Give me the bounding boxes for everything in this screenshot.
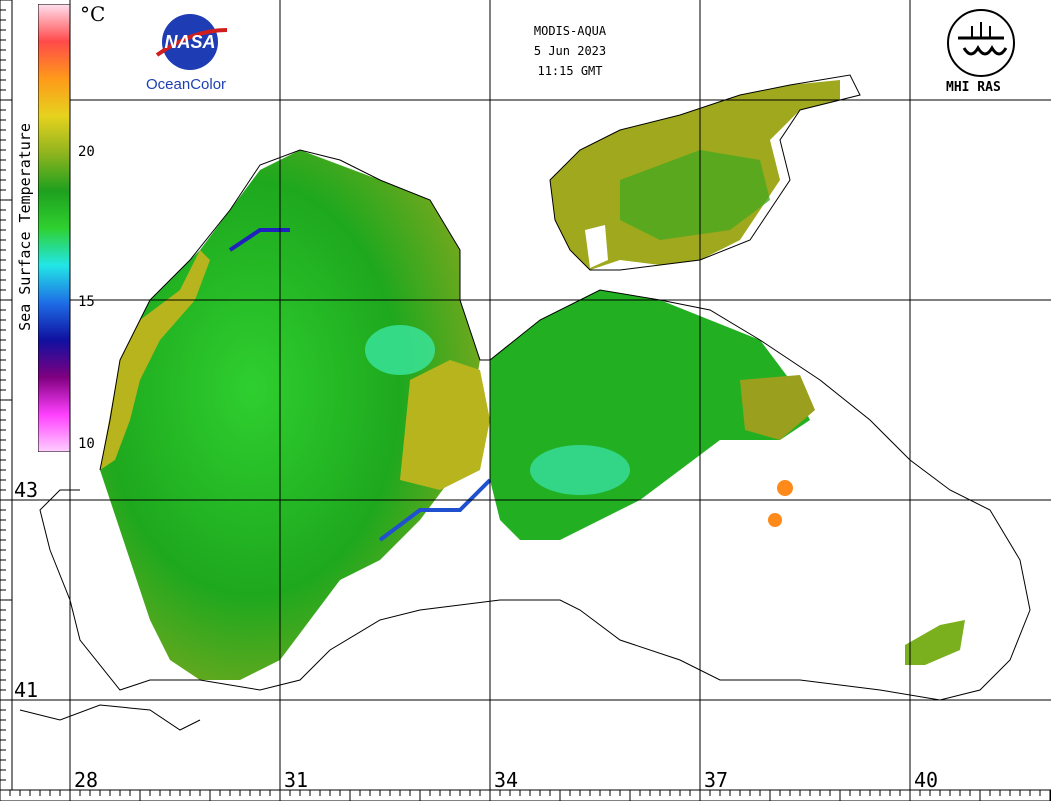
colorbar-title: Sea Surface Temperature: [16, 123, 34, 331]
mhi-logo: [947, 9, 1015, 77]
sst-cyan-eddy: [365, 325, 435, 375]
oceancolor-label: OceanColor: [146, 76, 227, 93]
colorbar-tick-20: 20: [78, 144, 95, 160]
sst-orange-spot-2: [768, 513, 782, 527]
lat-label-43: 43: [14, 478, 39, 502]
colorbar-tick-10: 10: [78, 436, 95, 452]
sensor-label: MODIS-AQUA: [533, 24, 607, 38]
colorbar: [38, 4, 70, 452]
colorbar-tick-15: 15: [78, 294, 95, 310]
sst-cyan-east: [530, 445, 630, 495]
nasa-logo-text: NASA: [164, 32, 215, 52]
lat-label-41: 41: [14, 678, 39, 702]
sst-orange-spot: [777, 480, 793, 496]
lon-label-40: 40: [914, 768, 939, 792]
time-label: 11:15 GMT: [537, 64, 603, 78]
azov-cloud: [585, 225, 608, 268]
nasa-logo: NASA: [155, 14, 228, 70]
sst-coast-strip: [100, 250, 210, 470]
azov-coastline: [549, 74, 861, 271]
lon-label-37: 37: [704, 768, 729, 792]
sst-warm-patch: [400, 360, 490, 490]
bosphorus-coast: [19, 704, 201, 731]
sst-se-patch: [905, 620, 965, 665]
sst-blue-streak-2: [378, 478, 492, 542]
mhi-label: MHI RAS: [946, 80, 1001, 95]
colorbar-unit: °C: [80, 2, 106, 26]
coastline: [39, 149, 1031, 701]
lon-label-31: 31: [284, 768, 309, 792]
lon-label-34: 34: [494, 768, 519, 792]
date-label: 5 Jun 2023: [533, 44, 607, 58]
azov-green: [620, 150, 770, 240]
lon-label-28: 28: [74, 768, 99, 792]
sst-east-olive: [740, 375, 815, 440]
